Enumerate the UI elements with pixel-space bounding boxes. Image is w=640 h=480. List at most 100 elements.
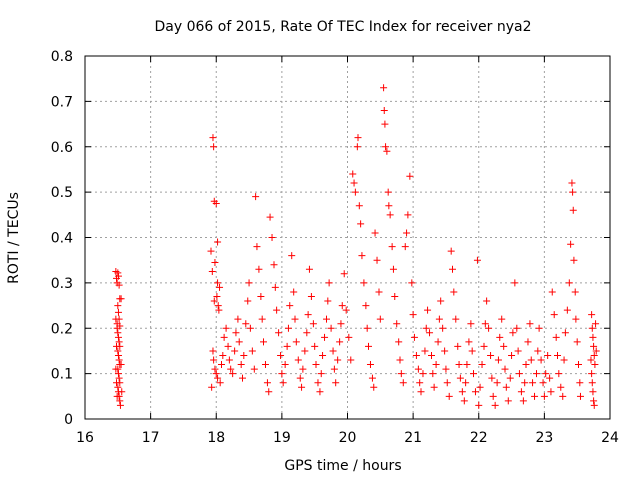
data-point: [112, 315, 120, 323]
data-point: [222, 324, 230, 332]
data-point: [383, 147, 391, 155]
data-point: [212, 370, 220, 378]
data-point: [337, 320, 345, 328]
data-point: [458, 388, 466, 396]
data-point: [514, 347, 522, 355]
data-point: [396, 356, 404, 364]
data-point: [358, 252, 366, 260]
data-point: [429, 370, 437, 378]
data-point: [208, 268, 216, 276]
data-point: [406, 172, 414, 180]
data-point: [116, 397, 124, 405]
data-point: [279, 379, 287, 387]
data-point: [323, 315, 330, 323]
y-tick-label: 0.8: [51, 49, 73, 65]
data-point: [368, 374, 376, 382]
data-point: [496, 333, 504, 341]
data-point: [350, 179, 358, 187]
data-point: [316, 388, 324, 396]
data-point: [250, 365, 258, 373]
data-point: [550, 311, 558, 319]
data-point: [291, 315, 299, 323]
data-point: [232, 329, 240, 337]
data-point: [273, 306, 281, 314]
data-point: [303, 329, 311, 337]
data-point: [513, 324, 521, 332]
data-point: [327, 324, 335, 332]
data-point: [502, 383, 510, 391]
data-point: [263, 379, 271, 387]
data-point: [355, 202, 363, 210]
data-point: [207, 247, 215, 255]
data-point: [592, 320, 600, 328]
data-point: [560, 356, 568, 364]
data-point: [234, 315, 242, 323]
data-point: [547, 388, 555, 396]
x-tick-labels: 16 17 18 19 20 21 22 23 24: [76, 430, 619, 446]
y-tick-label: 0.5: [51, 185, 73, 201]
data-point: [113, 392, 121, 400]
data-point: [397, 370, 405, 378]
data-point: [386, 211, 394, 219]
data-point: [325, 279, 333, 287]
data-point: [278, 370, 286, 378]
data-point: [460, 397, 468, 405]
data-point: [588, 324, 596, 332]
data-point: [237, 361, 245, 369]
data-point: [441, 347, 449, 355]
data-point: [445, 392, 453, 400]
data-point: [554, 351, 561, 359]
data-point: [571, 288, 579, 296]
data-point: [399, 379, 407, 387]
data-point: [557, 383, 565, 391]
data-point: [417, 388, 425, 396]
data-point: [117, 295, 125, 303]
x-tick-label: 24: [601, 430, 619, 446]
data-point: [468, 347, 476, 355]
data-point: [336, 338, 344, 346]
data-point: [476, 383, 484, 391]
data-point: [559, 392, 567, 400]
data-point: [268, 234, 276, 241]
data-point: [214, 238, 222, 246]
data-point: [114, 347, 122, 355]
data-point: [455, 361, 463, 369]
data-point: [409, 311, 417, 319]
data-point: [572, 315, 580, 323]
data-point: [487, 351, 495, 359]
data-point: [573, 338, 581, 346]
data-point: [353, 143, 361, 151]
data-point: [266, 213, 274, 221]
data-point: [209, 347, 217, 355]
data-point: [317, 370, 325, 378]
data-point: [384, 188, 392, 196]
data-point: [240, 351, 248, 359]
data-point: [271, 283, 279, 291]
y-tick-labels: 0 0.1 0.2 0.3 0.4 0.5 0.6 0.7 0.8: [51, 49, 73, 428]
data-point: [480, 342, 488, 350]
data-point: [210, 143, 218, 151]
data-point: [307, 292, 315, 300]
data-point: [363, 324, 371, 332]
axis-ticks: [84, 55, 611, 420]
data-point: [292, 338, 300, 346]
data-point: [116, 401, 124, 409]
data-point: [401, 243, 409, 251]
data-point: [522, 361, 530, 369]
data-point: [114, 269, 122, 277]
data-point: [309, 320, 317, 328]
data-point: [565, 279, 573, 287]
data-point: [296, 374, 304, 382]
data-point: [404, 211, 412, 219]
data-point: [592, 347, 600, 355]
data-point: [447, 247, 455, 255]
data-point: [410, 333, 418, 341]
data-point: [314, 379, 322, 387]
data-point: [219, 351, 227, 359]
data-point: [301, 347, 309, 355]
x-tick-label: 23: [535, 430, 553, 446]
data-point: [388, 243, 396, 251]
data-point: [590, 397, 598, 405]
data-point: [117, 361, 125, 369]
